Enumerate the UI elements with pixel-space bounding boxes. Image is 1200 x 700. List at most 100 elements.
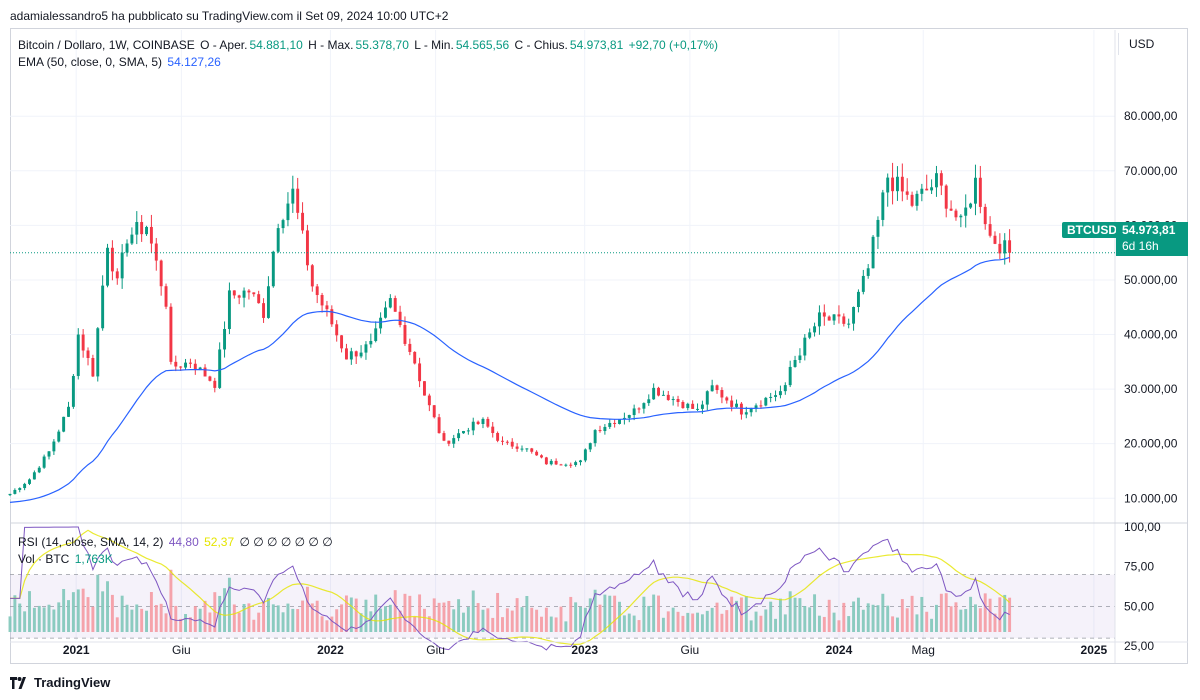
candle-body <box>549 460 553 465</box>
candle-body <box>369 340 373 345</box>
currency-button[interactable]: USD <box>1118 33 1180 55</box>
volume-bar <box>715 602 719 632</box>
candle-body <box>813 326 817 333</box>
candle-body <box>496 432 500 441</box>
volume-bar <box>62 588 66 632</box>
candle-body <box>335 324 339 336</box>
volume-bar <box>754 611 758 632</box>
rsi-tick-label: 50,00 <box>1124 599 1154 613</box>
candle-body <box>91 357 95 377</box>
price-tick-label: 20.000,00 <box>1124 437 1178 451</box>
volume-bar <box>281 612 285 632</box>
rsi-legend[interactable]: RSI (14, close, SMA, 14, 2) 44,80 52,37 … <box>18 535 335 549</box>
volume-bar <box>432 598 436 632</box>
volume-bar <box>705 610 709 632</box>
candle-body <box>149 226 153 244</box>
candle-body <box>164 286 168 307</box>
candle-body <box>964 207 968 216</box>
candle-body <box>510 441 514 447</box>
volume-bar <box>783 614 787 632</box>
candle-body <box>696 408 699 410</box>
candle-body <box>398 311 402 326</box>
volume-bar <box>13 595 17 632</box>
candle-body <box>47 451 51 457</box>
candle-body <box>247 290 251 293</box>
candle-body <box>364 344 368 353</box>
volume-bar <box>583 607 587 632</box>
volume-bar <box>257 612 261 632</box>
candle-body <box>974 177 977 204</box>
volume-bar <box>837 620 841 632</box>
candle-body <box>993 235 997 244</box>
volume-bar <box>574 602 578 632</box>
candle-body <box>71 375 75 407</box>
volume-bar <box>822 616 826 632</box>
candle-body <box>715 385 719 391</box>
rsi-tick-label: 100,00 <box>1124 520 1161 534</box>
volume-bar <box>930 618 934 632</box>
volume-bar <box>559 606 563 632</box>
volume-bar <box>193 606 197 632</box>
volume-bar <box>657 595 660 632</box>
volume-bar <box>471 590 475 632</box>
volume-bar <box>1008 597 1012 632</box>
candle-body <box>666 394 670 401</box>
volume-bar <box>496 592 500 632</box>
volume-bar <box>466 607 470 632</box>
volume-bar <box>120 595 124 632</box>
candle-body <box>608 422 612 427</box>
low-label: L - Min. <box>414 38 454 52</box>
volume-bar <box>227 577 231 632</box>
close-value: 54.973,81 <box>569 38 624 52</box>
volume-bar <box>881 593 885 632</box>
candle-body <box>642 403 646 409</box>
volume-bar <box>462 612 465 632</box>
volume-bar <box>476 603 480 632</box>
volume-bar <box>67 600 70 632</box>
volume-bar <box>627 613 631 632</box>
candle-body <box>598 430 602 432</box>
main-legend[interactable]: Bitcoin / Dollaro, 1W, COINBASE O - Aper… <box>18 38 720 52</box>
candle-body <box>301 212 305 231</box>
volume-bar <box>42 607 46 632</box>
candlestick-series <box>8 162 1012 496</box>
high-value: 55.378,70 <box>355 38 409 52</box>
price-tick-label: 10.000,00 <box>1124 491 1178 505</box>
candle-body <box>13 489 17 494</box>
volume-bar <box>154 605 158 632</box>
candle-body <box>418 363 422 382</box>
volume-bar <box>359 613 363 632</box>
candle-body <box>62 416 66 432</box>
volume-bar <box>393 590 397 632</box>
volume-bar <box>242 603 246 632</box>
volume-bar <box>861 609 865 632</box>
candle-body <box>817 312 821 327</box>
candle-body <box>447 440 451 444</box>
volume-bar <box>827 599 831 632</box>
volume-bar <box>76 589 80 632</box>
candle-body <box>866 268 870 276</box>
volume-bar <box>427 616 431 632</box>
tradingview-footer[interactable]: TradingView <box>10 675 110 690</box>
volume-bar <box>637 620 641 632</box>
candle-body <box>86 350 90 358</box>
volume-legend[interactable]: Vol · BTC 1,763K <box>18 552 115 566</box>
candle-body <box>827 316 831 321</box>
candle-body <box>954 210 958 218</box>
ema-legend[interactable]: EMA (50, close, 0, SMA, 5) 54.127,26 <box>18 55 223 69</box>
volume-bar <box>974 604 977 632</box>
volume-bar <box>549 616 553 632</box>
candle-body <box>344 348 348 360</box>
candle-body <box>915 193 919 206</box>
volume-bar <box>23 611 27 632</box>
volume-bar <box>554 617 558 632</box>
candle-body <box>739 403 743 415</box>
candle-body <box>262 303 266 318</box>
volume-bar <box>57 602 61 632</box>
candle-body <box>618 419 621 424</box>
volume-label: Vol · BTC <box>18 552 70 566</box>
candle-body <box>291 188 295 204</box>
candle-body <box>583 449 587 461</box>
candle-body <box>179 366 183 368</box>
